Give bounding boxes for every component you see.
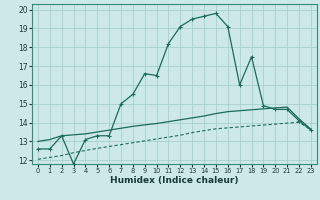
X-axis label: Humidex (Indice chaleur): Humidex (Indice chaleur) [110, 176, 239, 185]
